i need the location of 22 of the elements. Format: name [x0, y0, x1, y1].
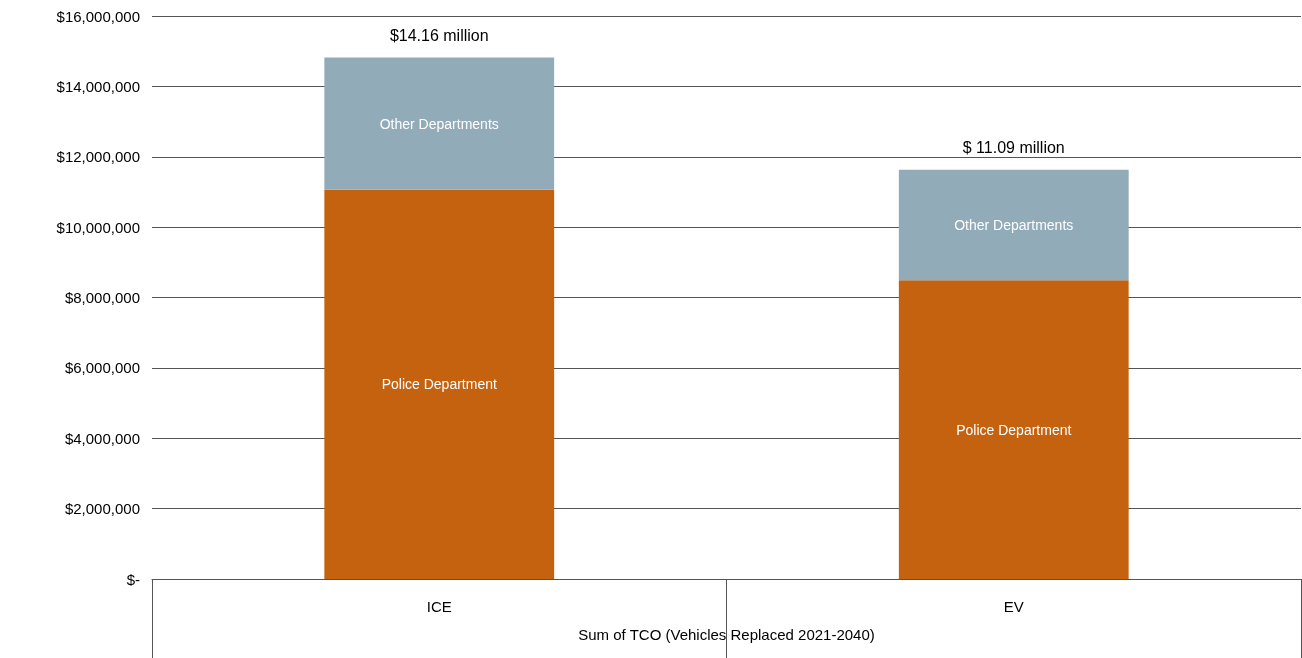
- annotation: $ 11.09 million: [962, 139, 1065, 157]
- x-axis-title: Sum of TCO (Vehicles Replaced 2021-2040): [578, 626, 875, 643]
- bar: [324, 57, 555, 190]
- bar: [324, 189, 555, 579]
- bar: [898, 169, 1129, 281]
- y-tick-label: $2,000,000: [64, 500, 140, 518]
- series-label: Police Department: [956, 421, 1072, 438]
- x-tick-label: EV: [1003, 598, 1024, 615]
- y-tick-label: $12,000,000: [56, 148, 140, 166]
- bar: [898, 280, 1129, 579]
- y-tick-label: $6,000,000: [64, 359, 140, 377]
- text: Other Departments: [379, 115, 499, 132]
- y-tick-label: $16,000,000: [56, 7, 140, 25]
- y-tick-label: $-: [126, 570, 140, 588]
- y-tick-label: $8,000,000: [64, 289, 140, 306]
- annotation: $14.16 million: [389, 27, 489, 45]
- series-label: Other Departments: [954, 217, 1074, 234]
- x-tick-label: ICE: [426, 598, 452, 615]
- y-tick-label: $10,000,000: [56, 218, 140, 236]
- y-tick-label: $14,000,000: [56, 77, 140, 95]
- y-tick-label: $4,000,000: [64, 429, 140, 447]
- text: Police Department: [381, 376, 497, 393]
